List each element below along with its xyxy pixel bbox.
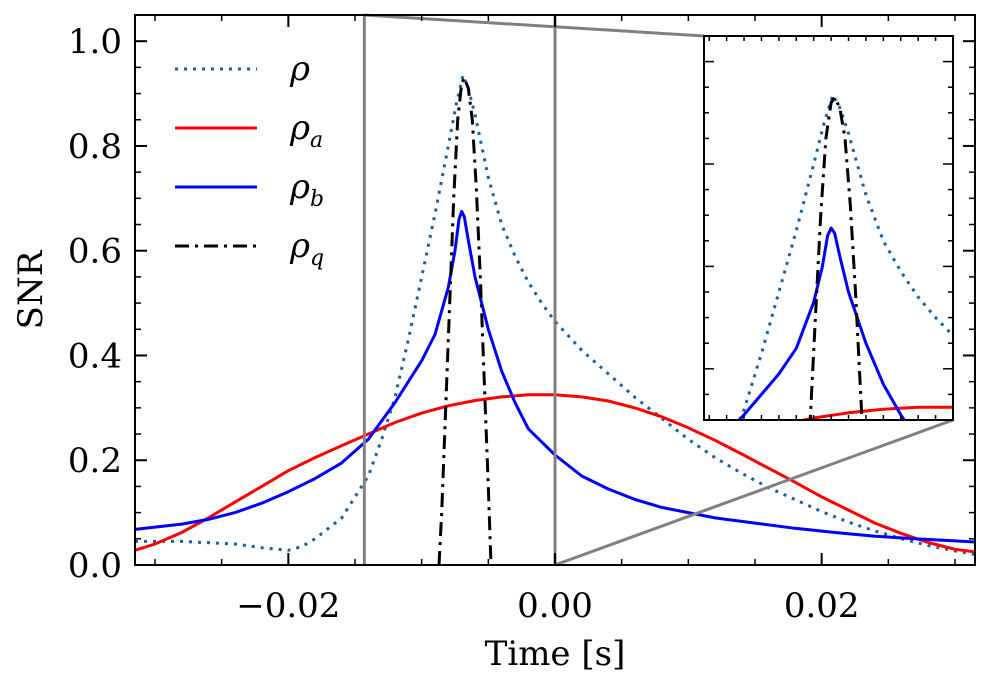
y-tick-label: 1.0 xyxy=(68,22,122,62)
y-tick-label: 0.4 xyxy=(68,336,122,376)
y-tick-label: 0.0 xyxy=(68,546,122,586)
y-tick-label: 0.8 xyxy=(68,127,122,167)
x-tick-label: 0.02 xyxy=(784,586,860,626)
legend-label-1: ρa xyxy=(289,108,323,153)
y-tick-label: 0.6 xyxy=(68,232,122,272)
y-axis-ticks: 0.0 0.2 0.4 0.6 0.8 1.0 xyxy=(68,22,975,586)
inset-frame xyxy=(703,35,954,421)
legend-label-0: ρ xyxy=(289,49,310,89)
y-axis-title: SNR xyxy=(11,249,51,329)
x-axis-title: Time [s] xyxy=(485,634,626,674)
legend: ρ ρa ρb ρq xyxy=(175,49,324,271)
legend-label-2: ρb xyxy=(289,167,324,212)
series-2-line xyxy=(135,209,975,544)
inset-plot-series xyxy=(736,93,953,420)
series-0-inset-line xyxy=(738,93,953,420)
zoom-connector-bottom xyxy=(554,418,954,567)
y-tick-label: 0.2 xyxy=(68,441,122,481)
inset-background xyxy=(704,36,953,420)
legend-label-3: ρq xyxy=(289,226,324,271)
inset-ticks xyxy=(704,36,954,420)
series-3-line xyxy=(437,76,493,565)
x-tick-label: −0.02 xyxy=(236,586,340,626)
x-tick-label: 0.00 xyxy=(517,586,593,626)
zoom-connector-top xyxy=(364,13,705,38)
x-axis-ticks: −0.02 0.00 0.02 xyxy=(154,15,956,626)
